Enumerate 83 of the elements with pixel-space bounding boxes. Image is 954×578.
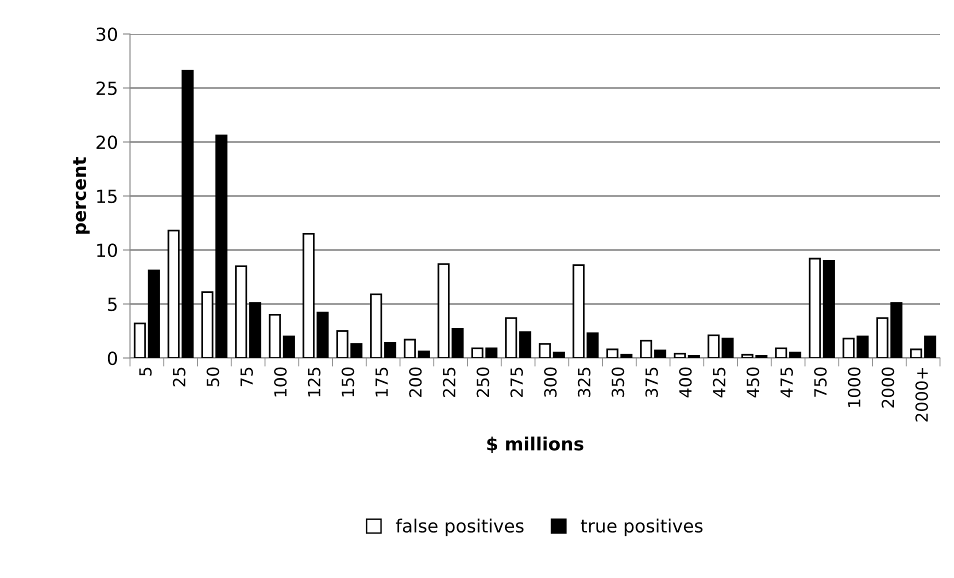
y-tick-label: 25 (96, 81, 117, 96)
bar (302, 232, 315, 358)
legend-label: false positives (396, 518, 524, 536)
y-tick-label: 15 (97, 190, 117, 204)
bar (282, 336, 295, 358)
x-tick-label: 225 (442, 368, 456, 397)
bar (336, 330, 348, 358)
bar (890, 302, 902, 358)
x-tick-label: 425 (712, 368, 726, 398)
y-tick-label: 30 (96, 27, 117, 42)
bar (674, 352, 686, 358)
bar (134, 322, 146, 358)
bar (552, 352, 565, 358)
x-tick-label: 250 (476, 367, 490, 397)
y-tick-label: 20 (96, 135, 117, 150)
bar (168, 230, 180, 358)
bar (654, 350, 666, 358)
bar (640, 340, 652, 358)
x-tick-label: 375 (645, 368, 658, 397)
bar (201, 291, 214, 358)
x-tick-label: 275 (510, 368, 523, 397)
bar (822, 260, 835, 358)
x-tick-label: 350 (612, 367, 624, 397)
bar (316, 312, 329, 358)
y-axis-title: percent (73, 157, 90, 234)
bar (485, 347, 498, 358)
bar (438, 263, 450, 358)
y-tick-label: 5 (108, 298, 117, 312)
bar (505, 317, 518, 358)
bar (404, 338, 416, 358)
bar (471, 347, 484, 358)
x-tick-label: 750 (814, 367, 827, 397)
x-tick-label: 1000 (848, 367, 860, 407)
x-axis-title: $ millions (487, 436, 584, 453)
bar (215, 134, 228, 358)
bar (586, 332, 599, 358)
x-tick-label: 75 (240, 368, 253, 386)
bar (370, 293, 382, 358)
bar (182, 70, 194, 358)
bar (741, 354, 754, 358)
bar (910, 348, 922, 358)
x-tick-label: 300 (544, 367, 557, 397)
y-tick-label: 10 (97, 243, 117, 258)
bar (452, 328, 464, 358)
x-tick-label: 2000+ (915, 368, 928, 422)
bar (688, 355, 700, 358)
bar (789, 352, 802, 358)
bar (249, 302, 262, 358)
x-tick-label: 450 (746, 367, 760, 398)
bar (538, 343, 551, 358)
x-tick-label: 125 (308, 368, 320, 396)
bar (755, 355, 768, 358)
bar (842, 338, 855, 358)
bar (606, 348, 618, 358)
bar (722, 338, 734, 358)
bar (572, 264, 585, 358)
bar (620, 354, 632, 358)
x-tick-label: 50 (206, 367, 220, 386)
bar (924, 336, 936, 358)
bar (876, 317, 888, 358)
legend-label: true positives (580, 518, 703, 536)
bar (708, 334, 720, 358)
x-tick-label: 2000 (882, 367, 894, 408)
x-tick-label: 150 (342, 367, 354, 396)
x-tick-label: 400 (679, 367, 692, 398)
bar (384, 342, 396, 358)
bar (775, 347, 788, 358)
bar (148, 270, 160, 358)
y-tick-label: 0 (108, 351, 117, 366)
bar (418, 350, 430, 358)
bar (235, 265, 248, 358)
x-tick-label: 25 (172, 368, 186, 386)
x-tick-label: 100 (274, 367, 287, 396)
bar (268, 314, 281, 358)
x-tick-label: 475 (780, 368, 793, 398)
bar (856, 336, 869, 358)
x-tick-label: 175 (376, 368, 388, 396)
bar (350, 343, 362, 358)
x-tick-label: 200 (409, 367, 422, 397)
bar (808, 258, 821, 358)
bar (519, 331, 532, 358)
x-tick-label: 325 (578, 368, 590, 397)
x-tick-label: 5 (139, 368, 152, 376)
